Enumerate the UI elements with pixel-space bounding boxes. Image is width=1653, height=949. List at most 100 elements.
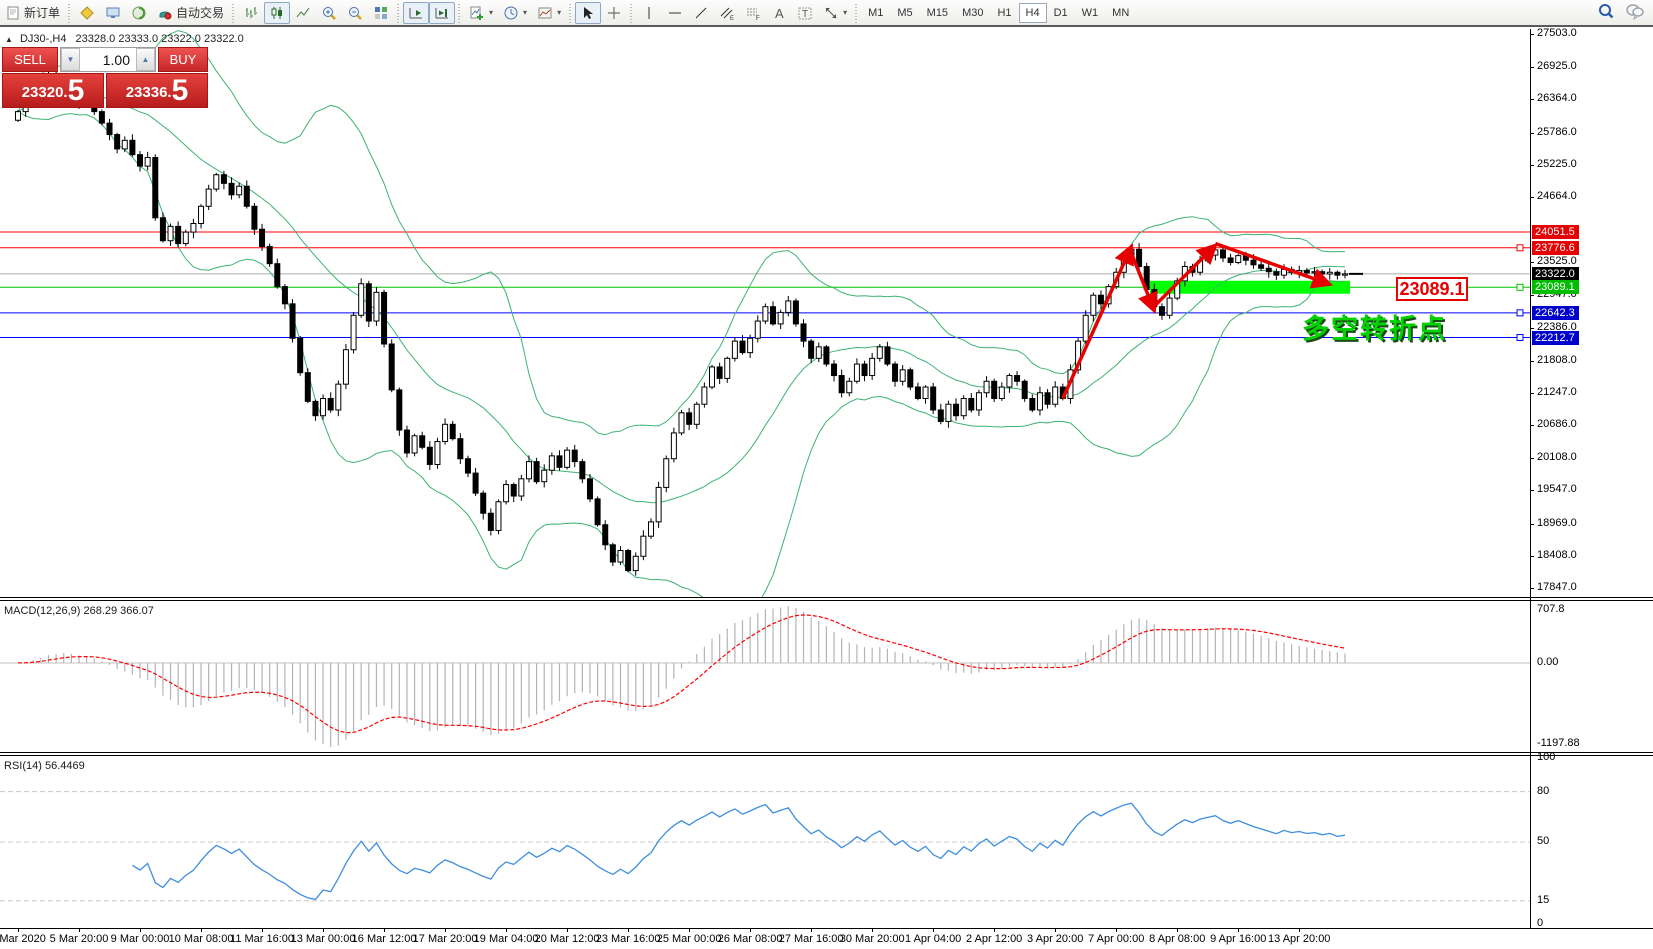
macd-histogram[interactable] [18, 606, 1346, 747]
pane-separator[interactable] [0, 752, 1653, 756]
pane-separator[interactable] [0, 597, 1653, 601]
vertical-line-button[interactable] [636, 2, 662, 24]
line-endpoint-handle[interactable] [1516, 283, 1524, 291]
auto-scroll-button[interactable] [403, 1, 430, 24]
support-zone-highlight[interactable] [1150, 280, 1350, 294]
price-scale-border [1530, 29, 1531, 929]
line-endpoint-handle[interactable] [1516, 334, 1524, 342]
timeframe-h4[interactable]: H4 [1018, 2, 1047, 23]
buy-button[interactable]: BUY [158, 47, 208, 72]
candle-chart-button[interactable] [264, 1, 291, 24]
price-level-callout[interactable]: 23089.1 [1396, 277, 1468, 301]
timeframe-d1[interactable]: D1 [1053, 6, 1068, 19]
time-tick-mark [567, 929, 569, 932]
timeframe-m30[interactable]: M30 [962, 6, 984, 19]
time-tick-label: 19 Mar 04:00 [473, 933, 539, 945]
trend-arrow[interactable] [1129, 252, 1158, 314]
new-order-button[interactable]: 新订单 [0, 2, 65, 24]
time-tick-mark [323, 929, 325, 932]
price-tick-label: 21808.0 [1537, 353, 1577, 366]
timeframe-m1[interactable]: M1 [868, 6, 884, 19]
time-tick-mark [79, 929, 80, 932]
templates-button[interactable]: ▾ [532, 2, 566, 24]
sell-price-display[interactable]: 23320 . 5 [2, 73, 104, 108]
dropdown-caret[interactable]: ▾ [489, 8, 494, 17]
fibonacci-button[interactable]: F [740, 2, 766, 24]
turning-point-annotation[interactable]: 多空转折点 [1302, 314, 1447, 344]
buy-price-pip: 5 [171, 74, 189, 107]
bollinger-band-line[interactable] [17, 89, 1346, 504]
text-button[interactable]: A [766, 2, 792, 24]
macd-pane[interactable] [0, 601, 1530, 752]
shapes-button[interactable]: ▾ [818, 2, 852, 24]
timeframe-m5[interactable]: M5 [897, 6, 913, 19]
indicators-button[interactable]: ▾ [464, 2, 498, 24]
bollinger-band-line[interactable] [17, 111, 1346, 598]
horizontal-line-button[interactable] [662, 2, 688, 24]
price-tick-label: 23525.0 [1537, 255, 1577, 268]
cursor-button[interactable] [575, 1, 602, 24]
autotrading-button[interactable]: 自动交易 [152, 2, 229, 24]
navigator-button[interactable] [126, 2, 152, 24]
time-tick-mark [872, 929, 874, 932]
toolbar-separator [66, 1, 74, 24]
navigator-icon [131, 5, 147, 21]
price-tick-mark [1530, 327, 1534, 329]
time-tick-label: 16 Mar 12:00 [351, 933, 417, 945]
price-tick-mark [1530, 555, 1534, 557]
trend-arrow[interactable] [1061, 243, 1134, 400]
price-tick-mark [1530, 392, 1534, 394]
rsi-pane[interactable] [0, 756, 1530, 928]
time-tick-mark [140, 929, 142, 932]
line-endpoint-handle[interactable] [1516, 244, 1524, 252]
crosshair-button[interactable] [601, 2, 627, 24]
timeframe-w1[interactable]: W1 [1081, 6, 1099, 19]
volume-increase-button[interactable]: ▲ [136, 48, 155, 71]
line-chart-button[interactable] [290, 2, 316, 24]
chart-shift-button[interactable] [429, 1, 456, 24]
dropdown-caret[interactable]: ▾ [523, 8, 528, 17]
line-endpoint-handle[interactable] [1516, 309, 1524, 317]
price-tick-mark [1530, 360, 1534, 362]
toolbar-separator [456, 1, 464, 24]
channel-icon: E [719, 5, 735, 21]
chat-icon[interactable] [1625, 2, 1645, 23]
price-tick-mark [1530, 67, 1534, 69]
chart-shift-icon [434, 5, 450, 21]
trend-arrow[interactable] [1214, 241, 1334, 289]
rsi-line[interactable] [132, 802, 1346, 901]
macd-signal-line[interactable] [17, 614, 1346, 734]
volume-decrease-button[interactable]: ▼ [61, 48, 80, 71]
dropdown-caret[interactable]: ▾ [843, 8, 848, 17]
bollinger-band-line[interactable] [17, 30, 1346, 436]
charts-profile-button[interactable] [74, 2, 100, 24]
volume-value[interactable]: 1.00 [102, 51, 130, 68]
tile-windows-button[interactable] [368, 2, 394, 24]
zoom-in-button[interactable] [316, 2, 342, 24]
market-watch-button[interactable] [100, 2, 126, 24]
text-label-button[interactable]: T [792, 2, 818, 24]
collapse-panel-icon[interactable]: ▲ [5, 35, 13, 44]
toolbar-separator [395, 1, 403, 24]
time-tick-mark [750, 929, 752, 932]
ohlc-quotes: 23328.0 23333.0 23322.0 23322.0 [75, 33, 244, 45]
channel-button[interactable]: E [714, 2, 740, 24]
symbol-header: ▲ DJ30-,H4 23328.0 23333.0 23322.0 23322… [5, 33, 244, 45]
timeframe-m15[interactable]: M15 [926, 6, 949, 19]
timeframe-mn[interactable]: MN [1112, 6, 1130, 19]
price-pane[interactable] [0, 29, 1530, 598]
buy-price-display[interactable]: 23336 . 5 [106, 73, 208, 108]
zoom-out-button[interactable] [342, 2, 368, 24]
sell-price-main: 23320 [21, 84, 64, 101]
timeframe-h1[interactable]: H1 [997, 6, 1012, 19]
time-tick-label: 27 Mar 16:00 [778, 933, 844, 945]
sell-button[interactable]: SELL [2, 47, 58, 72]
candlestick-series[interactable] [15, 68, 1348, 576]
trendline-button[interactable] [688, 2, 714, 24]
periods-button[interactable]: ▾ [498, 2, 532, 24]
trend-arrow[interactable] [1153, 242, 1218, 308]
search-icon[interactable] [1597, 2, 1615, 23]
bar-chart-button[interactable] [238, 2, 264, 24]
dropdown-caret[interactable]: ▾ [557, 8, 562, 17]
